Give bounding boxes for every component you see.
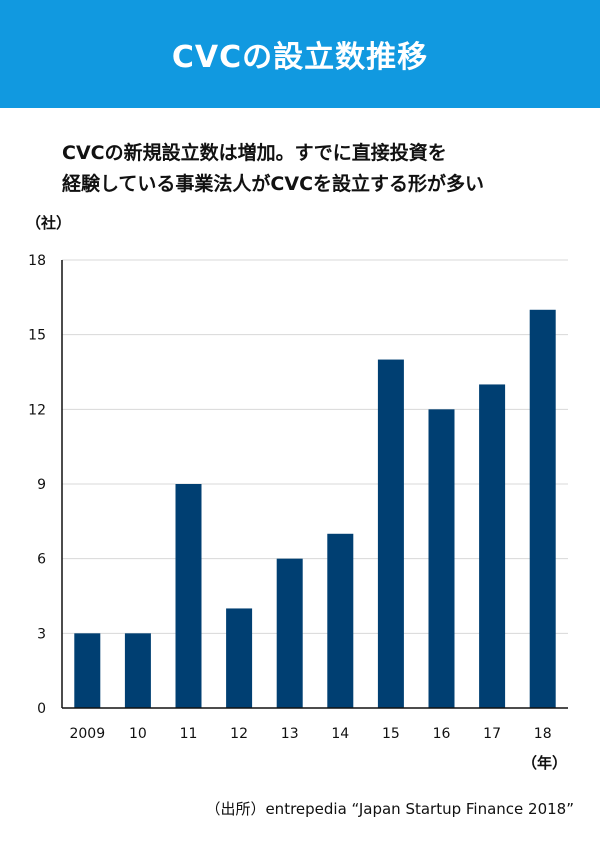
- bars: [74, 309, 556, 708]
- x-tick-label-2009: 2009: [69, 726, 105, 742]
- y-axis-unit-label: （社）: [26, 214, 72, 232]
- x-tick-label-12: 12: [230, 726, 248, 742]
- x-tick-label-10: 10: [129, 726, 147, 742]
- title-banner: CVCの設立数推移: [0, 0, 600, 108]
- x-tick-label-17: 17: [483, 726, 501, 742]
- x-tick-label-18: 18: [534, 726, 552, 742]
- bar-14: [327, 533, 354, 708]
- subtitle-line-1: CVCの新規設立数は増加。すでに直接投資を: [62, 142, 447, 164]
- bar-18: [529, 309, 556, 708]
- bar-16: [428, 409, 455, 708]
- x-tick-label-14: 14: [331, 726, 349, 742]
- bar-10: [124, 633, 151, 708]
- source-note: （出所）entrepedia “Japan Startup Finance 20…: [205, 800, 574, 818]
- bar-15: [377, 359, 404, 708]
- x-tick-label-16: 16: [433, 726, 451, 742]
- x-tick-label-11: 11: [180, 726, 198, 742]
- y-tick-label-15: 15: [28, 328, 46, 344]
- y-tick-label-0: 0: [37, 701, 46, 717]
- bar-11: [175, 484, 202, 708]
- page-title: CVCの設立数推移: [171, 40, 429, 75]
- y-tick-label-9: 9: [37, 477, 46, 493]
- y-tick-label-3: 3: [37, 626, 46, 642]
- x-tick-label-13: 13: [281, 726, 299, 742]
- bar-17: [479, 384, 506, 708]
- bar-12: [226, 608, 253, 708]
- chart-subtitle: CVCの新規設立数は増加。すでに直接投資を 経験している事業法人がCVCを設立す…: [62, 138, 582, 200]
- y-tick-label-18: 18: [28, 253, 46, 269]
- tick-labels: 0 3 6 9 12 15 18 2009 10 11 12 13 14 15 16 17 18: [28, 253, 551, 742]
- bar-13: [276, 558, 303, 708]
- y-tick-label-6: 6: [37, 552, 46, 568]
- bar-2009: [74, 633, 101, 708]
- y-tick-label-12: 12: [28, 402, 46, 418]
- x-tick-label-15: 15: [382, 726, 400, 742]
- axes: [61, 260, 568, 709]
- subtitle-line-2: 経験している事業法人がCVCを設立する形が多い: [62, 173, 485, 195]
- x-axis-unit-label: （年）: [522, 754, 568, 772]
